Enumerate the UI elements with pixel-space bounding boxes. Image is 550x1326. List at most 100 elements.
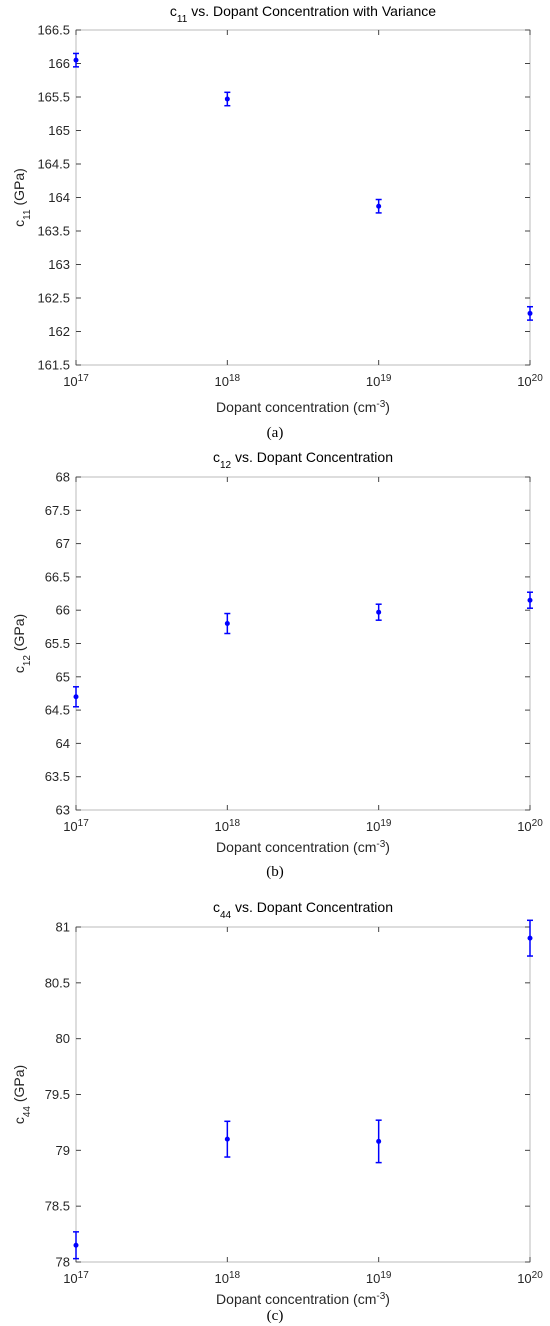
y-axis-label: c11 (GPa) [11,168,33,227]
x-tick-label-part: 18 [229,818,241,829]
chart-title-part: c [170,3,177,19]
point [73,1242,79,1248]
x-axis-label-part: ) [385,399,390,415]
y-axis-label-part: 12 [22,655,33,667]
x-tick-label-part: 17 [78,818,90,829]
x-tick-label: 1019 [366,1270,392,1287]
x-tick-label-part: 10 [215,819,229,834]
caption: (b) [266,864,284,880]
x-axis-label-part: -3 [376,399,385,410]
chart-title-part: 12 [220,460,232,471]
point [527,597,533,603]
point [224,96,230,102]
plot-area [75,476,531,811]
y-tick-label: 80 [56,1031,70,1046]
x-axis-label: Dopant concentration (cm-3) [216,1291,390,1308]
y-tick-label: 64.5 [45,703,70,718]
chart-title-part: vs. Dopant Concentration [231,449,393,465]
x-axis-label-part: Dopant concentration (cm [216,399,376,415]
chart-title: c12 vs. Dopant Concentration [213,449,393,471]
x-tick-label: 1018 [215,818,241,835]
y-tick-label: 166.5 [37,23,70,38]
y-axis-label-part: 11 [22,209,33,220]
y-tick-label: 66 [56,603,70,618]
y-tick-label: 78 [56,1255,70,1270]
x-tick-label-part: 20 [532,373,544,384]
x-axis-label-part: -3 [376,839,385,850]
x-tick-label-part: 20 [532,818,544,829]
x-tick-label-part: 17 [78,1270,90,1281]
chart: c11 vs. Dopant Concentration with Varian… [11,3,543,441]
y-tick-label: 163 [48,257,70,272]
y-tick-label: 162 [48,324,70,339]
x-tick-label-part: 10 [215,374,229,389]
x-tick-label: 1017 [63,1270,89,1287]
x-tick-label-part: 10 [63,374,77,389]
y-axis-label: c44 (GPa) [11,1065,33,1124]
y-axis-label-part: c [11,666,27,673]
y-tick-label: 67 [56,536,70,551]
y-tick-label: 162.5 [37,291,70,306]
y-axis-label-part: (GPa) [11,614,27,655]
x-tick-label-part: 17 [78,373,90,384]
y-tick-label: 164.5 [37,157,70,172]
x-tick-label: 1018 [215,373,241,390]
plot-area [75,926,531,1263]
y-axis-label-part: (GPa) [11,168,27,209]
y-tick-label: 161.5 [37,358,70,373]
x-tick-label-part: 10 [63,1271,77,1286]
chart: c44 vs. Dopant Concentration7878.57979.5… [11,899,543,1324]
y-tick-label: 166 [48,56,70,71]
x-tick-label-part: 10 [63,819,77,834]
point [224,1136,230,1142]
x-tick-label-part: 10 [517,374,531,389]
x-tick-label-part: 10 [366,1271,380,1286]
x-tick-label-part: 18 [229,1270,241,1281]
y-tick-label: 79 [56,1143,70,1158]
x-axis-label-part: Dopant concentration (cm [216,839,376,855]
x-tick-label-part: 10 [517,1271,531,1286]
x-tick-label-part: 19 [380,373,392,384]
x-tick-label-part: 19 [380,1270,392,1281]
x-axis-label-part: ) [385,1291,390,1307]
y-axis-label: c12 (GPa) [11,614,33,673]
x-tick-label: 1017 [63,818,89,835]
x-axis-label: Dopant concentration (cm-3) [216,399,390,416]
y-axis-label-part: c [11,220,27,227]
point [527,310,533,316]
chart-title: c44 vs. Dopant Concentration [213,899,393,921]
x-axis-label-part: -3 [376,1291,385,1302]
y-axis-label-part: 44 [22,1106,33,1118]
y-tick-label: 81 [56,920,70,935]
point [376,203,382,209]
y-tick-label: 165 [48,123,70,138]
x-axis-label-part: ) [385,839,390,855]
y-tick-label: 68 [56,470,70,485]
y-axis-label-part: c [11,1117,27,1124]
x-tick-label-part: 10 [366,819,380,834]
y-tick-label: 64 [56,736,70,751]
chart-title: c11 vs. Dopant Concentration with Varian… [170,3,436,25]
x-tick-label-part: 10 [215,1271,229,1286]
caption: (a) [267,425,284,441]
y-tick-label: 66.5 [45,569,70,584]
caption: (c) [267,1308,284,1324]
x-axis-label: Dopant concentration (cm-3) [216,839,390,856]
y-tick-label: 65.5 [45,636,70,651]
point [376,609,382,615]
y-tick-label: 164 [48,190,70,205]
y-tick-label: 165.5 [37,90,70,105]
y-tick-label: 63 [56,803,70,818]
y-tick-label: 65 [56,669,70,684]
x-tick-label: 1020 [517,818,543,835]
x-tick-label-part: 10 [517,819,531,834]
plot-area [75,29,531,366]
y-tick-label: 163.5 [37,224,70,239]
x-tick-label-part: 18 [229,373,241,384]
y-axis-label-part: (GPa) [11,1065,27,1106]
point [376,1138,382,1144]
x-tick-label-part: 19 [380,818,392,829]
chart-title-part: 44 [220,910,232,921]
x-tick-label: 1019 [366,818,392,835]
